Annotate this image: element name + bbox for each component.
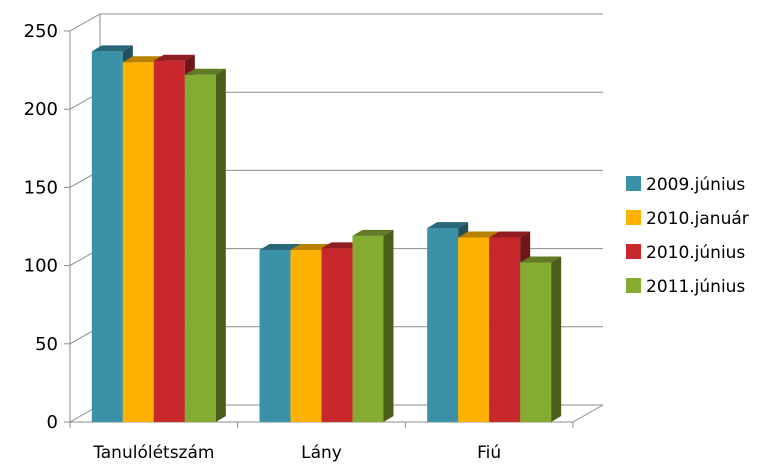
legend-swatch (626, 210, 641, 225)
bar-side (551, 256, 562, 422)
bar-top (259, 243, 301, 250)
legend-label: 2011.június (646, 277, 745, 297)
bar-front (184, 74, 216, 423)
bar-front (153, 60, 185, 422)
bar-front (458, 237, 490, 422)
bar-front (321, 248, 353, 422)
y-axis-ticks: 0 50 100 150 200 250 (24, 21, 70, 433)
legend-label: 2009.június (646, 175, 745, 195)
bar-front (122, 62, 154, 422)
bar-group (91, 45, 226, 423)
bar-top (321, 242, 363, 249)
bar (352, 229, 394, 422)
bar-top (352, 229, 394, 236)
bar-front (259, 249, 291, 422)
y-tick-label: 150 (24, 177, 58, 198)
legend-item: 2010.január (626, 209, 749, 229)
bar-group (427, 222, 562, 422)
bar (259, 243, 301, 422)
bar-top (122, 56, 164, 63)
bar-top (489, 231, 531, 238)
bar-side (215, 68, 226, 423)
legend-swatch (626, 278, 641, 293)
bar (520, 256, 562, 422)
legend-label: 2010.június (646, 243, 745, 263)
x-axis-labels: Tanulólétszám Lány Fiú (69, 422, 574, 463)
bar-front (290, 249, 322, 422)
bar-top (184, 68, 226, 75)
y-tick-label: 250 (24, 21, 58, 42)
y-tick-label: 0 (47, 412, 58, 433)
bar-top (520, 256, 562, 263)
legend-label: 2010.január (646, 209, 749, 229)
bar (489, 231, 531, 422)
legend-item: 2009.június (626, 175, 745, 195)
bar-front (427, 228, 459, 422)
y-tick-label: 50 (35, 334, 58, 355)
x-tick-label: Lány (301, 443, 342, 463)
legend-swatch (626, 244, 641, 259)
bar-front (520, 262, 552, 422)
bar-top (458, 231, 500, 238)
legend: 2009.június 2010.január 2010.június 2011.jú… (626, 175, 749, 297)
legend-item: 2011.június (626, 277, 745, 297)
bar-group (259, 229, 394, 422)
x-tick-label: Tanulólétszám (92, 443, 214, 463)
bars (91, 45, 562, 423)
x-tick-label: Fiú (477, 443, 501, 463)
bar (290, 243, 332, 422)
y-tick-label: 100 (24, 256, 58, 277)
bar-front (489, 237, 521, 422)
bar-top (91, 45, 133, 52)
y-tick-label: 200 (24, 99, 58, 120)
gridline (69, 13, 603, 32)
legend-swatch (626, 176, 641, 191)
bar (184, 68, 226, 423)
bar-front (352, 235, 384, 422)
legend-item: 2010.június (626, 243, 745, 263)
floor-right-edge (572, 404, 604, 423)
bar-front (91, 51, 123, 422)
bar-top (427, 222, 469, 229)
bar-side (383, 229, 394, 422)
bar-top (153, 54, 195, 61)
bar-top (290, 243, 332, 250)
